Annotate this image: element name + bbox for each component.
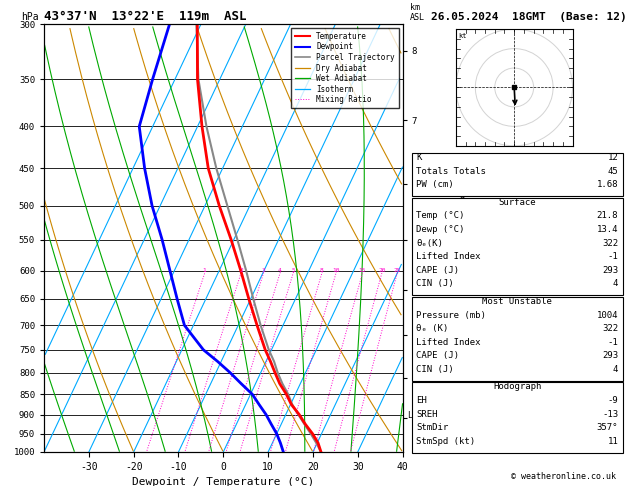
Text: 293: 293: [602, 266, 618, 275]
Text: CAPE (J): CAPE (J): [416, 266, 459, 275]
Text: 322: 322: [602, 239, 618, 248]
Text: 8: 8: [320, 268, 324, 273]
Text: Surface: Surface: [499, 198, 536, 207]
Text: 43°37'N  13°22'E  119m  ASL: 43°37'N 13°22'E 119m ASL: [44, 10, 247, 23]
Text: 26.05.2024  18GMT  (Base: 12): 26.05.2024 18GMT (Base: 12): [431, 12, 626, 22]
Text: Lifted Index: Lifted Index: [416, 252, 481, 261]
Text: 293: 293: [602, 351, 618, 361]
Text: Dewp (°C): Dewp (°C): [416, 225, 465, 234]
Text: SREH: SREH: [416, 410, 438, 419]
Text: 3: 3: [262, 268, 265, 273]
Text: 10: 10: [332, 268, 340, 273]
Text: 1.68: 1.68: [597, 180, 618, 190]
Text: © weatheronline.co.uk: © weatheronline.co.uk: [511, 472, 616, 481]
Text: StmDir: StmDir: [416, 423, 448, 433]
Text: 322: 322: [602, 324, 618, 333]
Text: 1: 1: [203, 268, 206, 273]
X-axis label: Dewpoint / Temperature (°C): Dewpoint / Temperature (°C): [132, 477, 314, 486]
Text: hPa: hPa: [21, 12, 38, 22]
Text: θₑ (K): θₑ (K): [416, 324, 448, 333]
Text: 357°: 357°: [597, 423, 618, 433]
Text: kt: kt: [458, 33, 466, 39]
Text: Lifted Index: Lifted Index: [416, 338, 481, 347]
Text: -13: -13: [602, 410, 618, 419]
Text: Most Unstable: Most Unstable: [482, 297, 552, 306]
Text: PW (cm): PW (cm): [416, 180, 454, 190]
Text: 15: 15: [359, 268, 366, 273]
Text: CIN (J): CIN (J): [416, 279, 454, 289]
Text: -1: -1: [608, 252, 618, 261]
Text: 5: 5: [291, 268, 295, 273]
Text: 20: 20: [378, 268, 386, 273]
Text: 2: 2: [239, 268, 243, 273]
Text: 13.4: 13.4: [597, 225, 618, 234]
Text: 4: 4: [613, 365, 618, 374]
Text: StmSpd (kt): StmSpd (kt): [416, 437, 476, 446]
Text: CIN (J): CIN (J): [416, 365, 454, 374]
Text: -9: -9: [608, 396, 618, 405]
Text: Pressure (mb): Pressure (mb): [416, 311, 486, 320]
Legend: Temperature, Dewpoint, Parcel Trajectory, Dry Adiabat, Wet Adiabat, Isotherm, Mi: Temperature, Dewpoint, Parcel Trajectory…: [291, 28, 399, 108]
Text: 45: 45: [608, 167, 618, 176]
Text: Hodograph: Hodograph: [493, 382, 542, 392]
Text: 11: 11: [608, 437, 618, 446]
Text: 25: 25: [393, 268, 401, 273]
Text: θₑ(K): θₑ(K): [416, 239, 443, 248]
Text: LCL: LCL: [407, 411, 421, 420]
Text: Totals Totals: Totals Totals: [416, 167, 486, 176]
Text: 21.8: 21.8: [597, 211, 618, 221]
Text: 1004: 1004: [597, 311, 618, 320]
Text: EH: EH: [416, 396, 427, 405]
Text: 4: 4: [613, 279, 618, 289]
Text: 12: 12: [608, 153, 618, 162]
Text: K: K: [416, 153, 422, 162]
Text: CAPE (J): CAPE (J): [416, 351, 459, 361]
Text: 4: 4: [278, 268, 282, 273]
Text: Temp (°C): Temp (°C): [416, 211, 465, 221]
Text: km
ASL: km ASL: [409, 3, 425, 22]
Y-axis label: Mixing Ratio (g/kg): Mixing Ratio (g/kg): [459, 182, 469, 294]
Text: -1: -1: [608, 338, 618, 347]
